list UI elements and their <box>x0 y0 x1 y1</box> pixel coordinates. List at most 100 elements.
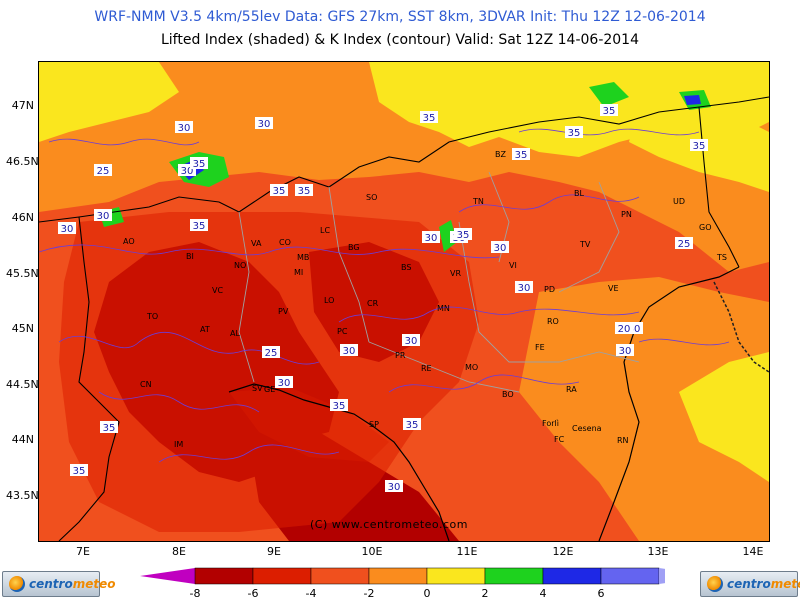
k-index-label: 30 <box>405 336 418 347</box>
k-index-label-bg <box>275 376 293 388</box>
lat-label-47n: 47N <box>11 99 34 112</box>
city-label: VA <box>251 239 262 248</box>
k-index-label: 30 <box>518 283 531 294</box>
centrometeo-logo-icon <box>9 576 25 592</box>
k-index-label: 30 <box>61 224 74 235</box>
k-index-label: 30 <box>278 378 291 389</box>
color-bar-segments <box>140 567 665 585</box>
city-label: BL <box>574 189 584 198</box>
city-label: TN <box>472 197 484 206</box>
color-bar-tick-label: -4 <box>305 587 317 600</box>
k-index-label-bg <box>270 184 288 196</box>
k-index-label-bg <box>262 346 280 358</box>
color-bar-tick-label: 6 <box>597 587 605 600</box>
centrometeo-logo-text: centrometeo <box>727 577 800 591</box>
city-label: NO <box>234 261 246 270</box>
k-index-label-bg <box>255 117 273 129</box>
centrometeo-logo-left[interactable]: centrometeo <box>2 571 115 597</box>
city-label: VC <box>212 286 223 295</box>
ligurian-sea <box>229 387 389 462</box>
city-label: BS <box>401 263 411 272</box>
city-label: UD <box>673 197 685 206</box>
k-index-label-bg <box>58 222 76 234</box>
lifted-index-map: AO BI NO VA CO MB BG BS VR TN BZ BL PN U… <box>39 62 769 541</box>
copyright-text: (C) www.centrometeo.com <box>310 518 468 531</box>
color-bar-tick-label: -8 <box>189 587 201 600</box>
city-label: MI <box>294 268 303 277</box>
k-index-label: 35 <box>273 186 286 197</box>
city-label: VR <box>450 269 461 278</box>
city-label: PR <box>395 351 406 360</box>
centrometeo-logo-text: centrometeo <box>29 577 115 591</box>
city-label: IM <box>174 440 183 449</box>
k-index-label-bg <box>565 126 583 138</box>
k-index-label: 35 <box>333 401 346 412</box>
color-bar-min-arrow <box>140 568 195 584</box>
centrometeo-logo-icon <box>707 576 723 592</box>
city-label: SV <box>252 384 263 393</box>
k-index-label: 35 <box>568 128 581 139</box>
k-index-label-bg <box>512 148 530 160</box>
k-index-label: 35 <box>73 466 86 477</box>
city-label: PD <box>544 285 555 294</box>
color-bar-segment <box>542 567 602 585</box>
k-index-label: 30 <box>97 211 110 222</box>
k-index-label-bg <box>422 231 440 243</box>
lat-label-45n: 45N <box>11 322 34 335</box>
color-bar-segment <box>426 567 486 585</box>
logo-text-part1: centro <box>727 577 771 591</box>
color-bar-segment <box>368 567 428 585</box>
k-index-label: 30 <box>258 119 271 130</box>
k-index-label: 35 <box>193 221 206 232</box>
k-index-label: 35 <box>693 141 706 152</box>
k-index-label: 30 <box>494 243 507 254</box>
k-index-label: 25 <box>265 348 278 359</box>
city-label: MO <box>465 363 478 372</box>
k-index-labels: 3030352530353030353535353535353030353030… <box>58 104 708 493</box>
k-index-label-bg <box>675 237 693 249</box>
city-label: FE <box>535 343 545 352</box>
k-index-label-bg <box>403 418 421 430</box>
croatia-coast <box>713 281 769 373</box>
city-label: PC <box>337 327 348 336</box>
lon-label-7e: 7E <box>76 545 90 558</box>
city-label: LC <box>320 226 330 235</box>
lat-label-44-5n: 44.5N <box>6 378 39 391</box>
k-index-label: 25 <box>678 239 691 250</box>
k-index-label-bg <box>690 139 708 151</box>
city-label: CO <box>279 238 291 247</box>
chart-subtitle: Lifted Index (shaded) & K Index (contour… <box>160 32 640 48</box>
k-index-label: 35 <box>603 106 616 117</box>
color-bar-max-arrow <box>659 568 665 584</box>
color-bar-segment <box>252 567 312 585</box>
lat-label-46n: 46N <box>11 211 34 224</box>
city-label: MN <box>437 304 450 313</box>
logo-text-part2: meteo <box>770 577 800 591</box>
k-index-label-bg <box>94 164 112 176</box>
k-index-label-bg <box>600 104 618 116</box>
lifted-index-color-bar <box>140 567 665 585</box>
k-index-label: 30 <box>181 166 194 177</box>
li-field-blue-ne <box>684 95 701 105</box>
k-index-label: 35 <box>193 159 206 170</box>
k-index-label: 20 <box>618 324 631 335</box>
lon-label-12e: 12E <box>552 545 574 558</box>
lon-label-8e: 8E <box>172 545 186 558</box>
color-bar-tick-label: -2 <box>363 587 375 600</box>
color-bar-tick-label: 0 <box>423 587 431 600</box>
map-panel: AO BI NO VA CO MB BG BS VR TN BZ BL PN U… <box>38 61 770 542</box>
city-label: AO <box>123 237 135 246</box>
lat-label-46-5n: 46.5N <box>6 155 39 168</box>
border-alps <box>39 96 769 223</box>
city-label: MB <box>297 253 309 262</box>
k-index-label: 30 <box>178 123 191 134</box>
k-index-label: 30 <box>388 482 401 493</box>
centrometeo-logo-right[interactable]: centrometeo <box>700 571 800 597</box>
k-index-label-bg <box>385 480 403 492</box>
city-label: BZ <box>495 150 506 159</box>
lon-label-14e: 14E <box>742 545 764 558</box>
city-label: SP <box>369 420 379 429</box>
li-field-red-mid <box>59 212 479 532</box>
coastline-adriatic <box>598 266 740 541</box>
color-bar-tick-label: 2 <box>481 587 489 600</box>
